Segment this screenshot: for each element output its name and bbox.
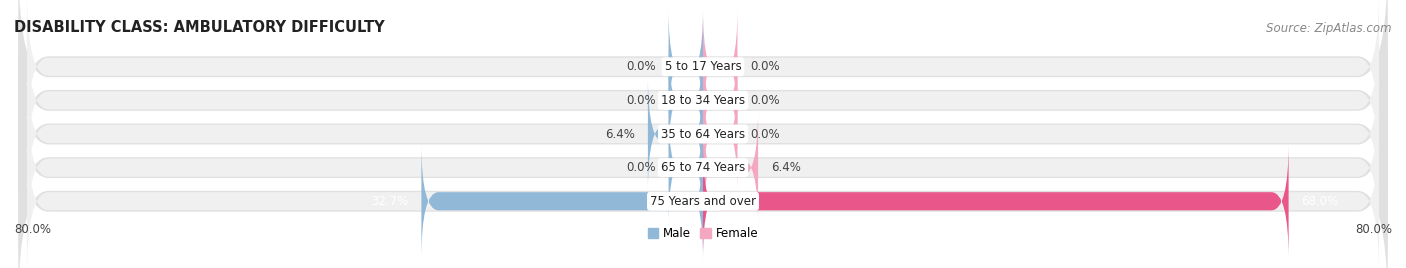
Text: 6.4%: 6.4%	[605, 128, 636, 140]
FancyBboxPatch shape	[18, 0, 1388, 174]
Text: 0.0%: 0.0%	[751, 60, 780, 73]
FancyBboxPatch shape	[27, 93, 1379, 243]
Text: 18 to 34 Years: 18 to 34 Years	[661, 94, 745, 107]
FancyBboxPatch shape	[703, 76, 738, 192]
Text: 80.0%: 80.0%	[14, 223, 51, 236]
Text: 32.7%: 32.7%	[371, 195, 409, 208]
FancyBboxPatch shape	[27, 126, 1379, 268]
FancyBboxPatch shape	[18, 94, 1388, 268]
FancyBboxPatch shape	[669, 9, 703, 125]
Text: 0.0%: 0.0%	[626, 60, 655, 73]
FancyBboxPatch shape	[18, 0, 1388, 208]
Text: 5 to 17 Years: 5 to 17 Years	[665, 60, 741, 73]
Text: 0.0%: 0.0%	[751, 94, 780, 107]
FancyBboxPatch shape	[703, 143, 1289, 259]
Text: 0.0%: 0.0%	[626, 161, 655, 174]
FancyBboxPatch shape	[27, 59, 1379, 209]
FancyBboxPatch shape	[669, 42, 703, 159]
Text: 75 Years and over: 75 Years and over	[650, 195, 756, 208]
Text: 35 to 64 Years: 35 to 64 Years	[661, 128, 745, 140]
FancyBboxPatch shape	[422, 143, 703, 259]
FancyBboxPatch shape	[27, 0, 1379, 142]
Text: DISABILITY CLASS: AMBULATORY DIFFICULTY: DISABILITY CLASS: AMBULATORY DIFFICULTY	[14, 20, 385, 35]
FancyBboxPatch shape	[18, 60, 1388, 268]
Text: 0.0%: 0.0%	[626, 94, 655, 107]
FancyBboxPatch shape	[648, 76, 703, 192]
Text: 68.0%: 68.0%	[1302, 195, 1339, 208]
FancyBboxPatch shape	[703, 42, 738, 159]
FancyBboxPatch shape	[669, 109, 703, 226]
Text: 6.4%: 6.4%	[770, 161, 801, 174]
FancyBboxPatch shape	[18, 27, 1388, 241]
FancyBboxPatch shape	[703, 109, 758, 226]
Text: 0.0%: 0.0%	[751, 128, 780, 140]
Legend: Male, Female: Male, Female	[643, 222, 763, 245]
FancyBboxPatch shape	[27, 25, 1379, 175]
Text: 80.0%: 80.0%	[1355, 223, 1392, 236]
Text: 65 to 74 Years: 65 to 74 Years	[661, 161, 745, 174]
Text: Source: ZipAtlas.com: Source: ZipAtlas.com	[1267, 21, 1392, 35]
FancyBboxPatch shape	[703, 9, 738, 125]
